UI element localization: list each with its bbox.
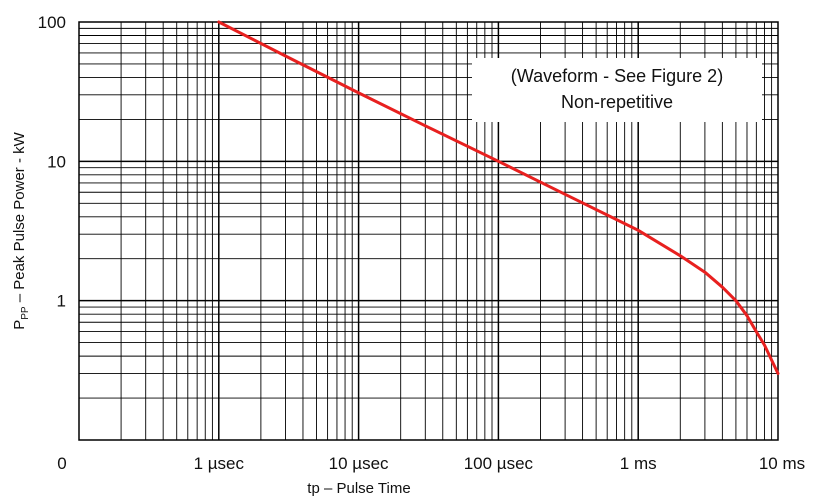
y-tick-label: 1 <box>57 292 66 311</box>
x-tick-label: 10 ms <box>759 454 805 473</box>
y-axis-title-rest: – Peak Pulse Power - kW <box>11 131 28 306</box>
plot-grid <box>79 22 778 440</box>
y-axis-title-subscript: PP <box>20 306 31 320</box>
x-tick-label: 10 µsec <box>329 454 389 473</box>
plot-frame <box>78 21 779 441</box>
annotation-line-2: Non-repetitive <box>561 92 673 112</box>
series-line-peak-power <box>217 20 780 375</box>
x-tick-label: 0 <box>57 454 66 473</box>
x-tick-label: 1 ms <box>620 454 657 473</box>
annotation-line-1: (Waveform - See Figure 2) <box>511 66 723 86</box>
x-tick-label: 100 µsec <box>464 454 534 473</box>
y-tick-label: 100 <box>38 13 66 32</box>
x-axis-title: tp – Pulse Time <box>307 480 410 496</box>
x-tick-label: 1 µsec <box>194 454 245 473</box>
y-tick-label: 10 <box>47 152 66 171</box>
y-axis-title: PPP – Peak Pulse Power - kW <box>11 131 31 329</box>
annotation-box: (Waveform - See Figure 2) Non-repetitive <box>472 58 762 122</box>
y-axis-title-main: P <box>11 320 28 330</box>
y-tick-labels: 100 10 1 <box>38 13 66 311</box>
x-tick-labels: 0 1 µsec 10 µsec 100 µsec 1 ms 10 ms <box>57 454 805 473</box>
